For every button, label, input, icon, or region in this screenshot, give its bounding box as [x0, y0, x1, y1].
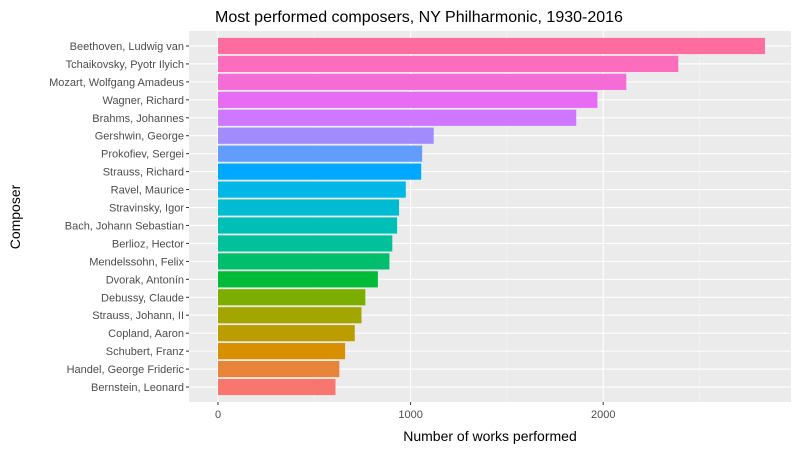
bar — [218, 163, 422, 180]
bar — [218, 235, 393, 252]
bar — [218, 91, 598, 108]
y-tick-label: Tchaikovsky, Pyotr Ilyich — [66, 59, 184, 71]
y-tick-labels: Beethoven, Ludwig van Tchaikovsky, Pyotr … — [49, 41, 189, 394]
bar — [218, 109, 577, 126]
bar — [218, 37, 765, 55]
y-tick-label: Strauss, Richard — [103, 167, 184, 179]
bar — [218, 253, 390, 270]
bar — [218, 271, 378, 288]
y-tick-label: Ravel, Maurice — [111, 185, 184, 197]
y-tick-label: Strauss, Johann, II — [92, 310, 184, 322]
x-tick-label: 2000 — [591, 409, 615, 421]
bar — [218, 127, 434, 144]
y-tick-label: Berlioz, Hector — [112, 238, 184, 250]
y-tick-label: Bach, Johann Sebastian — [65, 220, 184, 232]
y-tick-label: Schubert, Franz — [106, 346, 184, 358]
bar — [218, 217, 398, 234]
bar-series — [218, 37, 765, 396]
y-tick-label: Brahms, Johannes — [92, 113, 184, 125]
bar — [218, 181, 406, 198]
y-tick-label: Beethoven, Ludwig van — [70, 41, 184, 53]
y-tick-label: Bernstein, Leonard — [91, 382, 184, 394]
x-tick-label: 1000 — [398, 409, 422, 421]
bar — [218, 307, 362, 324]
bar — [218, 145, 423, 162]
y-tick-label: Dvorak, Antonín — [106, 274, 184, 286]
y-tick-label: Gershwin, George — [95, 131, 184, 143]
x-axis-title: Number of works performed — [403, 428, 577, 444]
bar — [218, 289, 366, 306]
x-tick-label: 0 — [215, 409, 221, 421]
y-tick-label: Debussy, Claude — [101, 292, 184, 304]
bar — [218, 199, 400, 216]
y-tick-label: Mozart, Wolfgang Amadeus — [49, 77, 184, 89]
y-tick-label: Wagner, Richard — [102, 95, 184, 107]
y-tick-label: Prokofiev, Sergei — [101, 149, 184, 161]
bar — [218, 73, 627, 90]
bar — [218, 343, 346, 360]
y-tick-label: Copland, Aaron — [108, 328, 184, 340]
chart-title: Most performed composers, NY Philharmoni… — [215, 9, 623, 26]
bar — [218, 325, 355, 342]
x-tick-labels: 0 1000 2000 — [215, 402, 615, 421]
y-tick-label: Stravinsky, Igor — [109, 203, 184, 215]
y-axis-title: Composer — [7, 184, 23, 249]
bar — [218, 378, 336, 396]
bar — [218, 360, 340, 378]
y-tick-label: Handel, George Frideric — [67, 364, 185, 376]
y-tick-label: Mendelssohn, Felix — [89, 256, 184, 268]
bar — [218, 55, 679, 73]
